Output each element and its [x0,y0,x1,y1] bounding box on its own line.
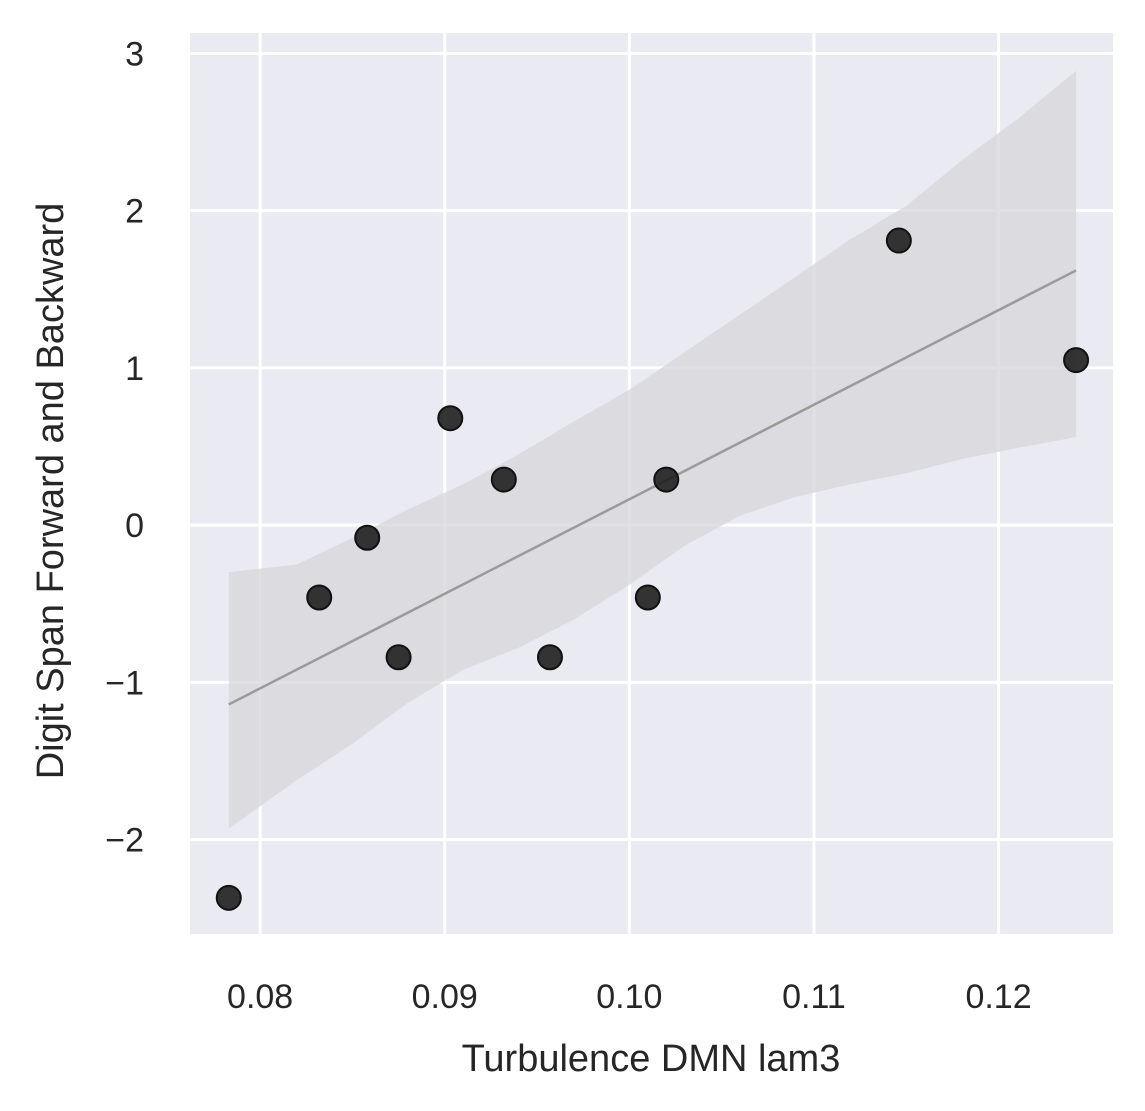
y-tick-label: 2 [125,193,144,231]
x-tick-label: 0.08 [227,978,293,1016]
data-point [215,884,242,911]
data-point [653,466,680,493]
x-tick-labels: 0.08 0.09 0.10 0.11 0.12 [227,978,1032,1016]
regression-line [228,269,1077,706]
data-point [437,405,464,432]
y-tick-label: 1 [125,350,144,388]
data-point [536,644,563,671]
y-axis-label: Digit Span Forward and Backward [30,203,72,780]
data-points [215,227,1090,911]
x-tick-label: 0.10 [596,978,662,1016]
y-tick-label: −1 [105,664,144,702]
confidence-band-layer [228,70,1077,829]
data-point [490,466,517,493]
y-tick-labels: 3 2 1 0 −1 −2 [105,35,144,859]
data-point [1063,347,1090,374]
data-point [385,644,412,671]
regression-line-layer [228,269,1077,706]
x-tick-label: 0.11 [782,978,846,1016]
data-point [634,584,661,611]
x-tick-label: 0.09 [412,978,478,1016]
x-axis-label: Turbulence DMN lam3 [462,1038,841,1080]
data-point [306,584,333,611]
confidence-band [228,70,1077,829]
y-tick-label: −2 [105,822,144,860]
y-tick-label: 0 [125,507,144,545]
data-point [885,227,912,254]
data-point [354,524,381,551]
y-tick-label: 3 [125,35,144,73]
x-tick-label: 0.12 [965,978,1031,1016]
